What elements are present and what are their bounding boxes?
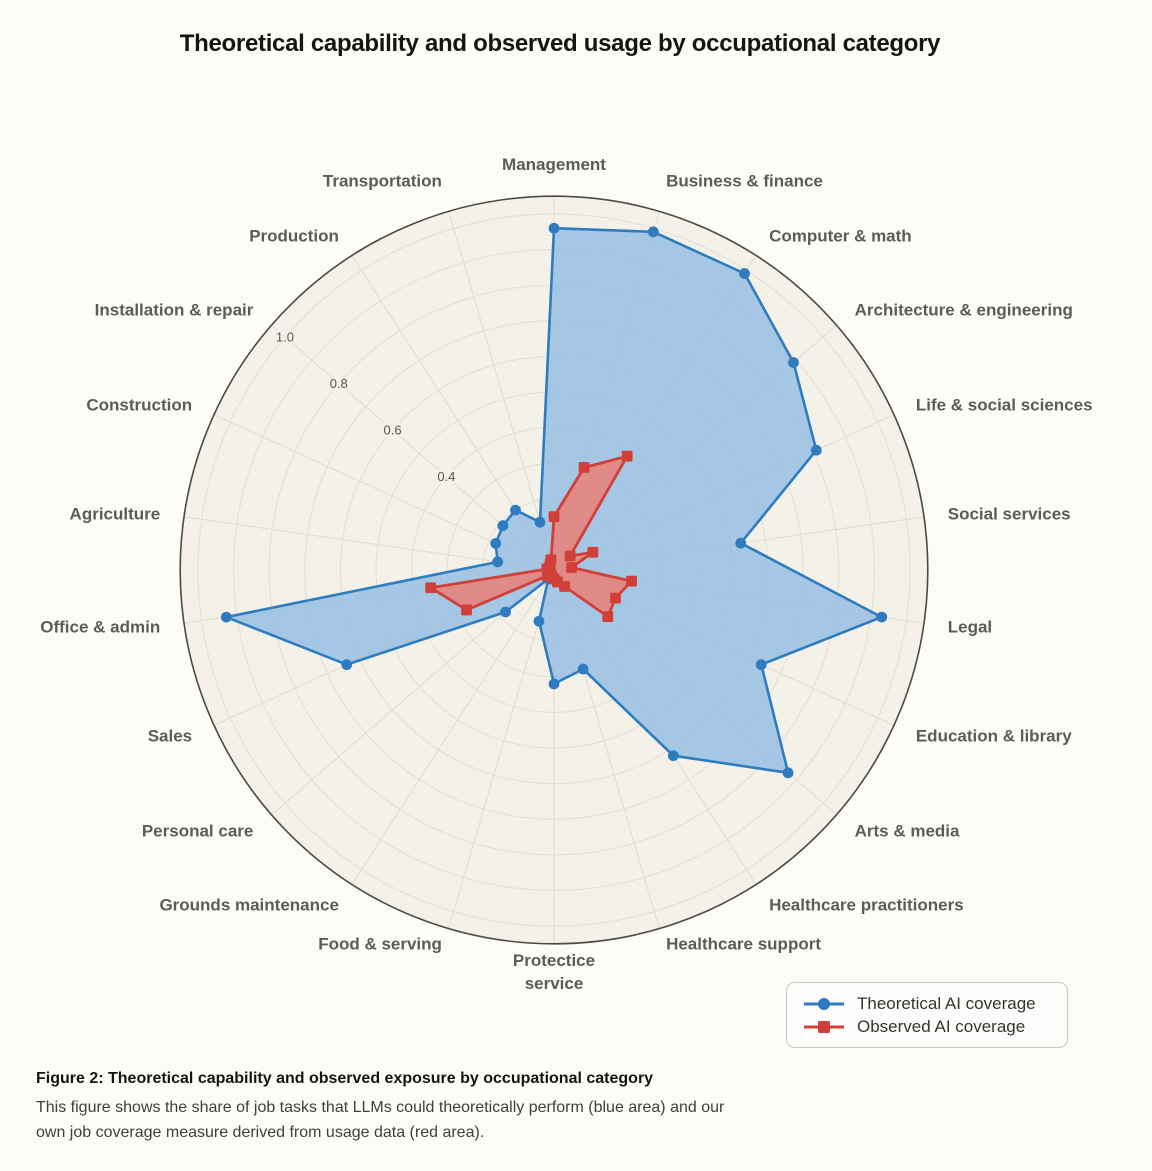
data-point-circle [788, 357, 799, 368]
figure-caption: Figure 2: Theoretical capability and obs… [36, 1070, 726, 1145]
radial-tick-label: 0.6 [384, 423, 402, 438]
data-point-circle [533, 615, 545, 627]
category-label: Grounds maintenance [159, 895, 338, 914]
category-label: Legal [948, 617, 992, 636]
data-point-circle [667, 750, 679, 762]
data-point-square [545, 554, 557, 566]
data-point-circle [782, 767, 794, 779]
category-label: Office & admin [40, 617, 160, 636]
data-point-circle [876, 611, 888, 623]
data-point-circle [810, 444, 822, 456]
data-point-circle [534, 516, 546, 528]
category-label: Installation & repair [95, 300, 254, 319]
category-label: Production [249, 226, 339, 245]
legend-label: Observed AI coverage [857, 1016, 1026, 1036]
data-point-square [610, 592, 621, 604]
data-point-square [626, 575, 637, 587]
radar-chart: 0.4 0.6 0.8 1.0 Management Business & finance… [40, 155, 1092, 993]
category-label: Life & social sciences [916, 395, 1093, 414]
data-point-square [548, 511, 560, 522]
data-point-square [564, 550, 576, 562]
category-labels: Management Business & finance Computer & m… [40, 155, 1092, 993]
category-label: Protectice service [513, 950, 595, 992]
data-point-circle [220, 611, 232, 623]
data-point-square [566, 562, 578, 573]
category-label: Education & library [916, 726, 1072, 745]
category-label: Healthcare practitioners [769, 895, 964, 914]
data-point-circle [739, 268, 750, 279]
square-marker-icon [804, 1020, 844, 1033]
grid-spoke [351, 569, 555, 885]
data-point-circle [490, 537, 502, 549]
radar-series-observed [425, 450, 637, 623]
caption-title: Figure 2: Theoretical capability and obs… [36, 1070, 654, 1087]
category-label: Personal care [142, 821, 254, 840]
data-point-square [621, 450, 633, 462]
data-point-square [461, 604, 472, 616]
category-label: Business & finance [666, 171, 823, 190]
category-label: Management [502, 155, 606, 174]
outer-circle [179, 195, 929, 945]
data-point-circle [548, 222, 560, 234]
data-point-circle [647, 226, 659, 238]
legend: Theoretical AI coverage Observed AI cover… [786, 982, 1068, 1048]
category-label: Construction [86, 395, 192, 414]
category-label: Computer & math [769, 226, 912, 245]
data-point-circle [510, 504, 521, 516]
data-point-circle [577, 663, 589, 675]
category-label: Social services [948, 504, 1071, 523]
grid-spoke [448, 569, 555, 929]
category-label: Transportation [323, 171, 442, 190]
radial-tick-label: 0.8 [330, 376, 348, 391]
category-label: Agriculture [70, 504, 161, 523]
category-label: Food & serving [318, 934, 442, 953]
data-point-circle [492, 556, 504, 568]
caption-body: This figure shows the share of job tasks… [36, 1099, 725, 1141]
category-label: Arts & media [855, 821, 960, 840]
data-point-circle [497, 520, 509, 532]
radial-tick-labels: 0.4 0.6 0.8 1.0 [273, 327, 458, 487]
data-point-circle [341, 659, 353, 671]
data-point-square [425, 582, 437, 594]
data-point-circle [735, 537, 747, 549]
data-point-square [587, 546, 599, 558]
circle-marker-icon [804, 997, 844, 1010]
legend-item-observed: Observed AI coverage [801, 1017, 1053, 1037]
grid-spoke [448, 211, 555, 571]
data-point-circle [548, 678, 560, 690]
data-point-square [578, 462, 590, 473]
radial-tick-label: 1.0 [276, 329, 294, 344]
category-label: Healthcare support [666, 934, 821, 953]
legend-item-theoretical: Theoretical AI coverage [801, 994, 1053, 1014]
data-point-circle [755, 659, 767, 671]
data-point-square [602, 611, 614, 623]
chart-title: Theoretical capability and observed usag… [179, 30, 941, 57]
category-label: Sales [148, 726, 192, 745]
radial-tick-label: 0.4 [437, 469, 455, 484]
radar-series-theoretical [220, 222, 888, 779]
data-point-circle [500, 606, 511, 618]
legend-label: Theoretical AI coverage [857, 993, 1036, 1013]
category-label: Architecture & engineering [855, 300, 1073, 319]
